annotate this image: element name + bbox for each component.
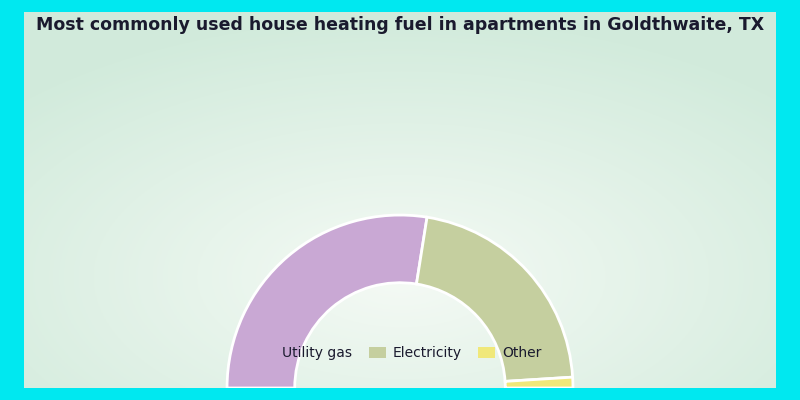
Wedge shape (505, 377, 573, 388)
Legend: Utility gas, Electricity, Other: Utility gas, Electricity, Other (253, 341, 547, 366)
Wedge shape (417, 217, 573, 381)
Text: Most commonly used house heating fuel in apartments in Goldthwaite, TX: Most commonly used house heating fuel in… (36, 16, 764, 34)
Wedge shape (227, 215, 427, 388)
